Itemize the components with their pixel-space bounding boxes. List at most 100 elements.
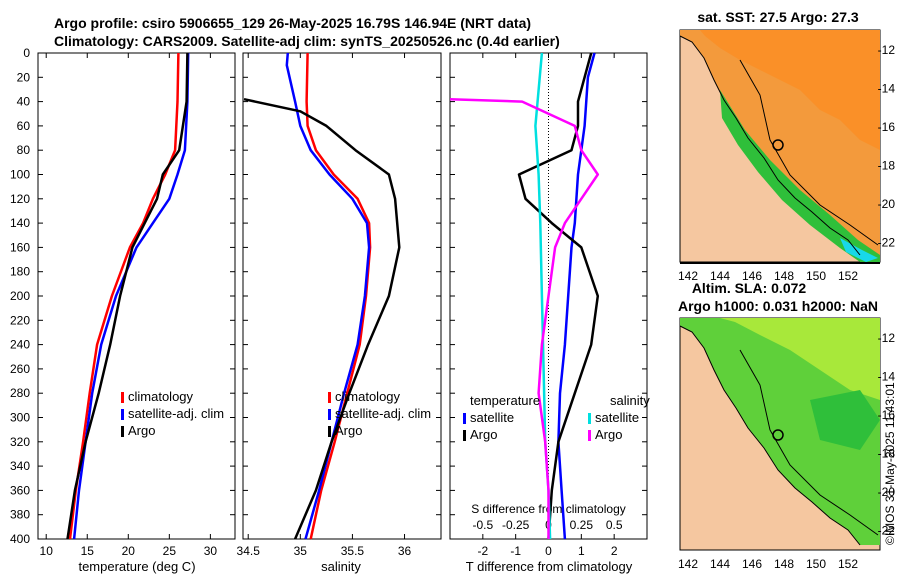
depth-tick-label: 280 [10, 386, 30, 400]
x-tick-label: 2 [611, 544, 618, 558]
figure-title-line1: Argo profile: csiro 5906655_129 26-May-2… [54, 15, 531, 31]
depth-tick-label: 40 [17, 95, 31, 109]
depth-tick-label: 0 [23, 46, 30, 60]
legend-swatch [121, 392, 124, 403]
legend-swatch [121, 426, 124, 437]
map-lat-tick-label: -12 [878, 331, 896, 345]
legend-label: Argo [128, 423, 155, 438]
sla-map: Altim. SLA: 0.072 Argo h1000: 0.031 h200… [678, 280, 881, 551]
map-lon-tick-label: 148 [774, 269, 794, 283]
map-lat-tick-label: -20 [878, 197, 896, 211]
plot-frame [242, 52, 442, 540]
map-lon-tick-label: 146 [742, 269, 762, 283]
depth-tick-label: 80 [17, 143, 31, 157]
series-line [243, 97, 401, 540]
legend-swatch [588, 413, 591, 424]
map-lat-tick-label: -22 [878, 524, 896, 538]
plot-frame [37, 52, 236, 540]
map-lon-tick-label: 146 [742, 557, 762, 571]
map-lat-tick-label: -16 [878, 120, 896, 134]
x-tick-label: 35 [294, 544, 308, 558]
depth-tick-label: 220 [10, 313, 30, 327]
depth-tick-label: 260 [10, 362, 30, 376]
legend-label: satellite-adj. clim [335, 406, 431, 421]
map-lon-tick-label: 142 [678, 557, 698, 571]
depth-tick-label: 180 [10, 265, 30, 279]
x-tick-label: 36 [398, 544, 412, 558]
map-lat-tick-label: -18 [878, 159, 896, 173]
map-lon-tick-label: 144 [710, 269, 730, 283]
depth-tick-label: 380 [10, 508, 30, 522]
legend-swatch [463, 413, 466, 424]
legend-swatch [328, 426, 331, 437]
map-axis-ticks: 142 144 146 148 150 152 142 144 146 148 150 152 -12 -… [678, 43, 895, 571]
salinity-xlabel: salinity [321, 559, 361, 574]
depth-tick-label: 140 [10, 216, 30, 230]
salinity-panel: 34.5 35 35.5 36 climatology satellite-adj. cl… [237, 52, 442, 558]
temperature-xlabel: temperature (deg C) [78, 559, 195, 574]
map-lon-tick-label: 152 [838, 269, 858, 283]
legend-swatch [328, 392, 331, 403]
legend-swatch [463, 430, 466, 441]
x-tick-label: 25 [163, 544, 177, 558]
depth-tick-label: 320 [10, 435, 30, 449]
top-x-tick-label: -0.5 [472, 518, 493, 532]
map-lat-tick-label: -16 [878, 408, 896, 422]
legend-title-salinity: salinity [610, 393, 650, 408]
x-tick-label: 15 [81, 544, 95, 558]
map-lon-tick-label: 142 [678, 269, 698, 283]
map-lat-tick-label: -12 [878, 43, 896, 57]
timestamp-stamp: ©IMOS 31-May-2025 11:43:01 [883, 382, 897, 545]
legend-label: satellite [470, 410, 514, 425]
map-lon-tick-label: 148 [774, 557, 794, 571]
series-line [557, 52, 596, 540]
legend-label: climatology [128, 389, 194, 404]
x-tick-label: 10 [40, 544, 54, 558]
map-lon-tick-label: 152 [838, 557, 858, 571]
sla-map-title-2: Argo h1000: 0.031 h2000: NaN [678, 298, 878, 314]
depth-tick-label: 340 [10, 459, 30, 473]
x-tick-label: 30 [204, 544, 218, 558]
map-lat-tick-label: -22 [878, 236, 896, 250]
depth-tick-label: 60 [17, 119, 31, 133]
depth-tick-label: 120 [10, 192, 30, 206]
depth-tick-label: 20 [17, 70, 31, 84]
depth-tick-label: 240 [10, 338, 30, 352]
depth-tick-label: 160 [10, 240, 30, 254]
sla-map-title-1: Altim. SLA: 0.072 [692, 280, 807, 296]
legend-label: Argo [335, 423, 362, 438]
series-line [305, 52, 372, 540]
map-lat-tick-label: -14 [878, 370, 896, 384]
depth-axis-ticks: 0 20 40 60 80 100 120 140 160 180 200 220 240 260 280 3… [10, 46, 30, 546]
legend-label: satellite [595, 410, 639, 425]
depth-tick-label: 360 [10, 483, 30, 497]
depth-tick-label: 400 [10, 532, 30, 546]
legend-swatch [121, 409, 124, 420]
legend-label: Argo [595, 427, 622, 442]
legend-label: satellite-adj. clim [128, 406, 224, 421]
difference-xlabel: T difference from climatology [466, 559, 633, 574]
x-tick-label: 0 [545, 544, 552, 558]
depth-tick-label: 200 [10, 289, 30, 303]
series-line [66, 52, 189, 540]
legend-title-temperature: temperature [470, 393, 540, 408]
depth-tick-label: 100 [10, 168, 30, 182]
legend-label: climatology [335, 389, 401, 404]
series-line [449, 97, 600, 539]
map-lon-tick-label: 144 [710, 557, 730, 571]
map-lat-tick-label: -20 [878, 485, 896, 499]
top-x-tick-label: 0.25 [570, 518, 594, 532]
temperature-panel: 10 15 20 25 30 climatology satellite-adj. clim… [37, 52, 236, 558]
x-tick-label: -1 [510, 544, 521, 558]
x-tick-label: -2 [477, 544, 488, 558]
legend-swatch [328, 409, 331, 420]
difference-panel: -2 -1 0 1 2S difference from climatology-0.5… [449, 52, 650, 558]
map-lon-tick-label: 150 [806, 269, 826, 283]
x-tick-label: 1 [578, 544, 585, 558]
sst-map: sat. SST: 27.5 Argo: 27.3 [679, 9, 881, 264]
map-lon-tick-label: 150 [806, 557, 826, 571]
map-lat-tick-label: -18 [878, 447, 896, 461]
x-tick-label: 34.5 [237, 544, 261, 558]
x-tick-label: 35.5 [341, 544, 365, 558]
